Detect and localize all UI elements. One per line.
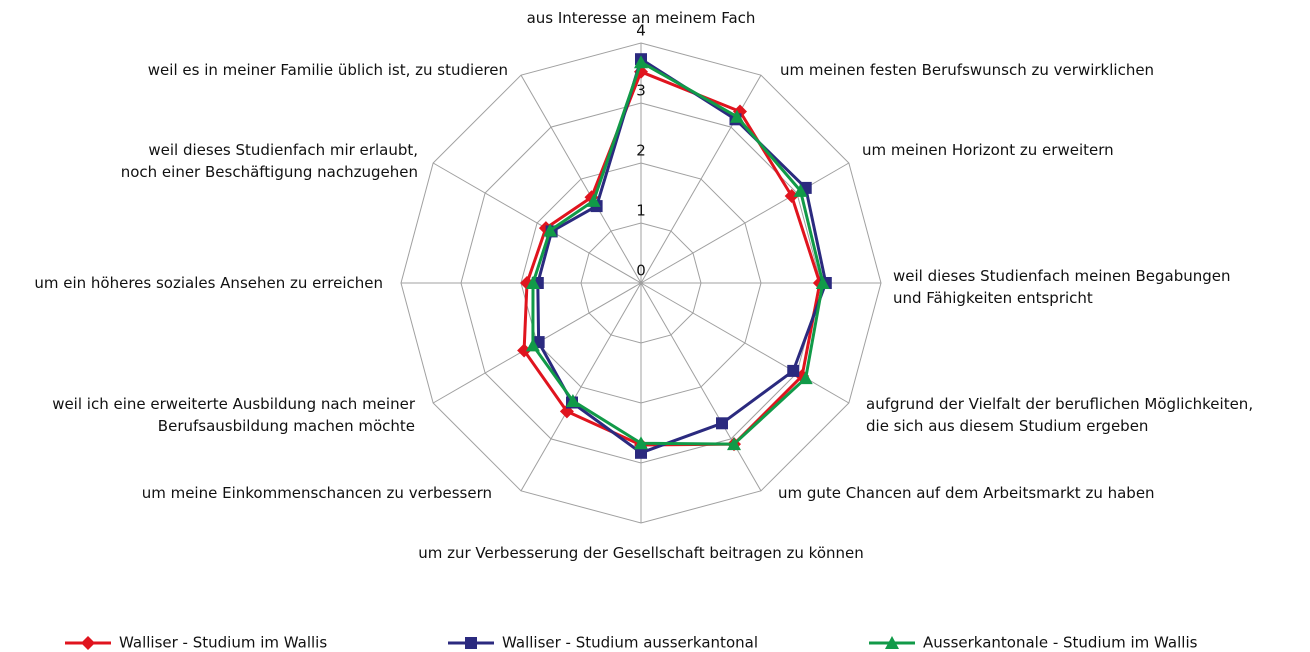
marker (798, 371, 813, 385)
marker (885, 636, 899, 649)
marker (634, 436, 648, 450)
series-line (522, 70, 822, 447)
marker (465, 637, 477, 649)
r-tick-label: 0 (636, 262, 646, 280)
marker (565, 393, 580, 407)
r-tick-label: 3 (636, 82, 646, 100)
legend-label: Walliser - Studium ausserkantonal (502, 634, 758, 652)
category-label: weil es in meiner Familie üblich ist, zu… (147, 61, 508, 79)
spoke (520, 74, 642, 284)
category-label: um zur Verbesserung der Gesellschaft bei… (418, 544, 864, 562)
category-label: um ein höheres soziales Ansehen zu errei… (34, 274, 383, 292)
marker (517, 343, 532, 358)
spoke (432, 162, 642, 284)
category-label: um meinen festen Berufswunsch zu verwirk… (780, 61, 1155, 79)
series-line (531, 60, 825, 446)
marker (716, 417, 728, 430)
marker (634, 55, 648, 69)
category-label: um gute Chancen auf dem Arbeitsmarkt zu … (778, 484, 1155, 502)
category-label: um meinen Horizont zu erweitern (862, 141, 1114, 159)
marker (787, 364, 800, 377)
spoke (640, 74, 762, 284)
r-tick-label: 1 (636, 202, 646, 220)
marker (525, 338, 540, 352)
series (517, 64, 827, 452)
category-label: aus Interesse an meinem Fach (526, 9, 756, 27)
marker (635, 446, 647, 459)
category-label: weil ich eine erweiterte Ausbildung nach… (52, 395, 415, 435)
category-label: weil dieses Studienfach mir erlaubt, noc… (120, 141, 418, 181)
category-label: um meine Einkommenschancen zu verbessern (141, 484, 492, 502)
marker (730, 109, 744, 123)
category-label: aufgrund der Vielfalt der beruflichen Mö… (866, 395, 1254, 435)
marker (586, 193, 601, 207)
marker (815, 276, 830, 289)
spoke (640, 282, 762, 492)
r-tick-label: 2 (636, 142, 646, 160)
marker (784, 189, 799, 203)
spoke (640, 282, 850, 404)
spoke (520, 282, 642, 492)
series (525, 55, 830, 451)
spoke (640, 162, 850, 284)
marker (526, 276, 540, 289)
marker (81, 636, 95, 650)
marker (793, 183, 808, 197)
category-label: weil dieses Studienfach meinen Begabunge… (893, 267, 1231, 307)
legend-label: Ausserkantonale - Studium im Wallis (923, 634, 1198, 652)
marker (543, 223, 558, 237)
marker (727, 437, 741, 451)
r-tick-label: 4 (636, 22, 646, 40)
legend-label: Walliser - Studium im Wallis (119, 634, 327, 652)
